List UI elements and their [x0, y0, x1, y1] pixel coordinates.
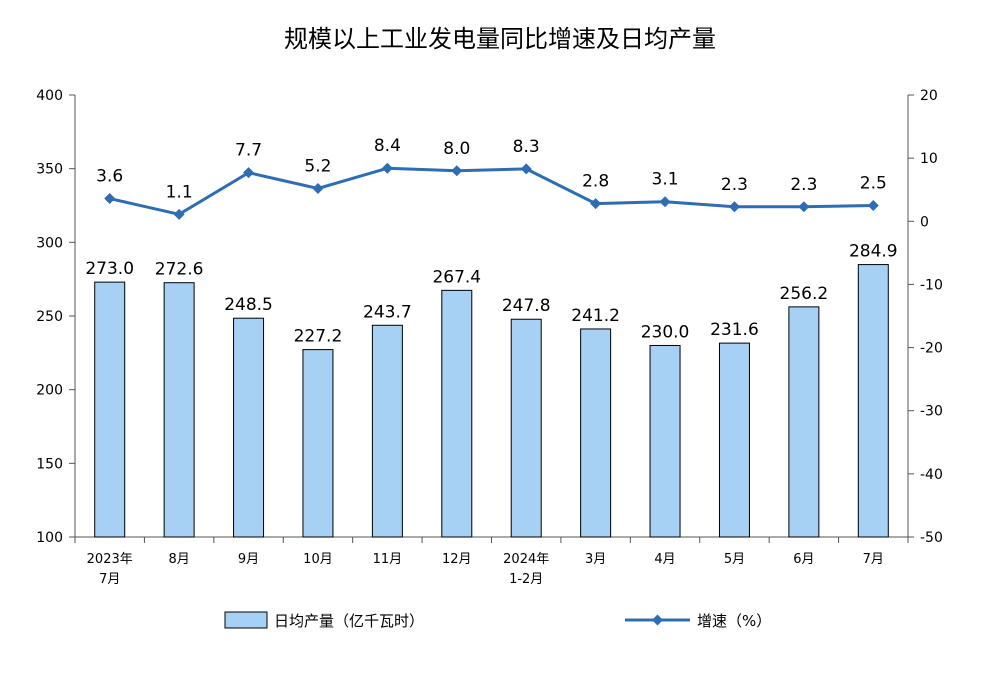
bar-value-label: 231.6 [710, 320, 759, 340]
line-value-label: 2.5 [860, 174, 887, 194]
category-label: 7月 [863, 552, 884, 567]
bar-value-label: 284.9 [849, 242, 898, 262]
line-point [659, 196, 671, 208]
legend-line-marker [652, 614, 663, 626]
legend-bar-swatch [224, 611, 268, 629]
bar-value-label: 272.6 [155, 260, 204, 280]
line-value-label: 3.6 [96, 167, 123, 187]
left-tick-label: 100 [36, 530, 63, 546]
line-value-label: 2.8 [582, 172, 609, 192]
category-label: 9月 [238, 552, 259, 567]
category-label: 2024年 [503, 552, 549, 567]
category-labels: 2023年 7月 8月 9月 10月 11月 12月 2024年 1-2月 3月 4月 5月 6月 7月 [87, 552, 884, 587]
right-tick-label: 10 [920, 151, 938, 167]
line-labels: 3.6 1.1 7.7 5.2 8.4 8.0 8.3 2.8 3.1 2.3 2.3 2.5 [96, 136, 887, 202]
line-point [590, 198, 602, 210]
bar [788, 306, 820, 538]
bar-value-label: 243.7 [363, 302, 412, 322]
line-point [867, 200, 879, 211]
bar-value-label: 227.2 [294, 327, 343, 347]
category-label: 2023年 [87, 552, 133, 567]
bar [441, 289, 473, 538]
category-label: 12月 [442, 552, 472, 567]
line-value-label: 8.0 [443, 139, 470, 159]
bar-series [94, 264, 889, 538]
line-value-label: 1.1 [166, 182, 193, 202]
bar [371, 324, 403, 538]
line-point [173, 208, 185, 220]
legend-bar-label: 日均产量（亿千瓦时） [274, 612, 424, 630]
axes: 100 150 200 250 300 350 400 -50 -40 -30 -20 -10 0 10 2… [36, 88, 943, 546]
line-point [312, 182, 324, 194]
left-tick-label: 400 [36, 88, 63, 104]
bar [718, 342, 750, 538]
bar [233, 317, 265, 538]
bar-value-label: 248.5 [224, 295, 273, 315]
category-label: 10月 [303, 552, 333, 567]
line-point [520, 163, 532, 175]
right-tick-label: -10 [920, 277, 943, 293]
bar [649, 344, 681, 538]
category-label: 3月 [585, 552, 606, 567]
right-tick-label: -20 [920, 341, 943, 357]
legend: 日均产量（亿千瓦时） 增速（%） [224, 611, 771, 630]
bar [94, 281, 126, 538]
bar-value-label: 247.8 [502, 296, 551, 316]
line-point [381, 162, 393, 174]
line-point [451, 165, 463, 177]
line-value-label: 2.3 [721, 175, 748, 195]
category-label: 5月 [724, 552, 745, 567]
category-label: 1-2月 [509, 572, 543, 587]
bar [163, 282, 195, 538]
left-tick-label: 200 [36, 383, 63, 399]
line-value-label: 5.2 [304, 156, 331, 176]
line-point [104, 193, 116, 205]
line-value-label: 8.4 [374, 136, 401, 156]
right-tick-label: -40 [920, 467, 943, 483]
bar-value-label: 241.2 [571, 306, 620, 326]
bar [302, 349, 334, 538]
bar [580, 328, 612, 538]
bar [857, 264, 889, 538]
left-tick-label: 250 [36, 309, 63, 325]
left-tick-label: 350 [36, 162, 63, 178]
right-tick-label: 20 [920, 88, 938, 104]
line-value-label: 3.1 [652, 170, 679, 190]
category-label: 6月 [793, 552, 814, 567]
bar-value-label: 230.0 [641, 322, 690, 342]
category-label: 8月 [168, 552, 189, 567]
bar-value-label: 256.2 [780, 284, 829, 304]
line-point [798, 201, 810, 213]
category-label: 11月 [373, 552, 403, 567]
right-tick-label: -30 [920, 404, 943, 420]
chart-title: 规模以上工业发电量同比增速及日均产量 [284, 25, 716, 53]
right-tick-label: 0 [920, 214, 929, 230]
left-tick-label: 300 [36, 235, 63, 251]
growth-line [109, 166, 874, 216]
bar-labels: 273.0 272.6 248.5 227.2 243.7 267.4 247.8 241.2… [85, 242, 897, 347]
category-label: 4月 [654, 552, 675, 567]
line-point [728, 201, 740, 213]
left-tick-label: 150 [36, 456, 63, 472]
bar-value-label: 273.0 [85, 259, 134, 279]
bar-value-label: 267.4 [432, 267, 481, 287]
line-value-label: 8.3 [513, 137, 540, 157]
category-label: 7月 [99, 572, 120, 587]
legend-line-label: 增速（%） [697, 612, 771, 630]
line-series [104, 162, 879, 220]
line-value-label: 2.3 [790, 175, 817, 195]
line-point [243, 167, 255, 179]
right-tick-label: -50 [920, 530, 943, 546]
bar [510, 318, 542, 538]
line-value-label: 7.7 [235, 141, 262, 161]
